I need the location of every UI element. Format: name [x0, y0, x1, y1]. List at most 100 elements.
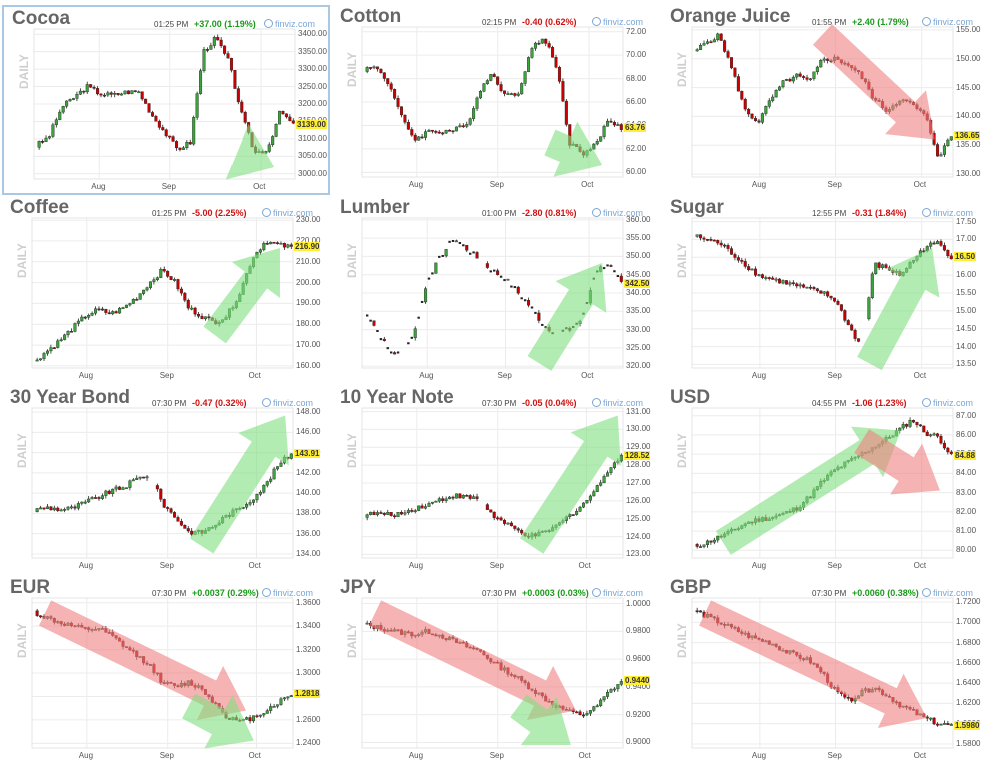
downtrend-arrow: [368, 600, 577, 721]
chart-change: -0.05 (0.04%): [522, 398, 577, 408]
finviz-link[interactable]: finviz.com: [922, 208, 973, 218]
candle: [145, 475, 149, 481]
candle: [410, 127, 414, 137]
candle: [121, 306, 125, 310]
finviz-link[interactable]: finviz.com: [592, 588, 643, 598]
candle: [365, 314, 369, 317]
candle: [282, 242, 286, 251]
candle: [750, 113, 754, 120]
y-tick-label: 160.00: [296, 360, 321, 370]
candle: [609, 118, 613, 123]
candle: [808, 284, 812, 290]
candle: [276, 241, 280, 245]
chart-panel-gbp[interactable]: 1.72001.70001.68001.66001.64001.62001.60…: [662, 576, 990, 766]
x-tick-label: Aug: [408, 180, 424, 189]
y-tick-label: 1.6600: [956, 657, 981, 667]
candle: [186, 525, 190, 533]
y-tick-label: 1.2600: [296, 714, 321, 724]
candle: [441, 254, 444, 257]
finviz-label: finviz.com: [933, 17, 974, 27]
candle: [39, 358, 43, 361]
candle: [434, 262, 438, 274]
y-tick-label: 16.00: [956, 270, 977, 280]
candle: [128, 479, 132, 491]
candle: [154, 114, 158, 122]
x-tick-label: Aug: [78, 371, 94, 380]
candle: [695, 48, 699, 52]
y-tick-label: 86.00: [956, 429, 977, 439]
y-tick-label: 1.3200: [296, 644, 321, 654]
finviz-link[interactable]: finviz.com: [262, 208, 313, 218]
candle: [168, 135, 172, 140]
downtrend-arrow: [854, 429, 940, 495]
candle: [736, 73, 740, 92]
candle: [702, 544, 706, 549]
candle: [489, 270, 492, 273]
candle: [462, 244, 465, 247]
candle: [262, 241, 266, 252]
candle: [410, 336, 413, 339]
chart-panel-jpy[interactable]: 1.0000 0.9800 0.9600 0.9400 0.9200 0.9000 Aug S…: [332, 576, 660, 766]
candle: [382, 72, 386, 82]
candle: [857, 338, 861, 343]
candle: [68, 98, 72, 102]
y-tick-label: 130.00: [956, 169, 981, 179]
candle: [571, 514, 575, 516]
candle: [39, 505, 43, 510]
finviz-link[interactable]: finviz.com: [922, 398, 973, 408]
chart-panel-30-year-bond[interactable]: 148.00146.00144.00142.00140.00138.00136.…: [2, 386, 330, 576]
candle: [602, 124, 606, 140]
chart-panel-eur[interactable]: 1.36001.34001.32001.30001.28001.26001.24…: [2, 576, 330, 766]
candle: [262, 712, 266, 718]
candle: [557, 65, 561, 84]
finviz-link[interactable]: finviz.com: [264, 19, 315, 29]
candle: [702, 40, 706, 46]
candle: [619, 273, 623, 284]
chart-panel-10-year-note[interactable]: 131.00 130.00 129.00 128.00 127.00 126.00 125.…: [332, 386, 660, 576]
candle: [454, 493, 458, 499]
candle: [145, 286, 149, 292]
chart-time: 01:00 PM: [482, 209, 517, 218]
x-tick-label: Sep: [161, 182, 176, 191]
candle: [592, 143, 596, 150]
candle: [795, 282, 799, 289]
finviz-link[interactable]: finviz.com: [592, 208, 643, 218]
candle: [190, 528, 194, 537]
candle: [369, 319, 372, 322]
candle: [186, 298, 190, 311]
candle: [288, 114, 292, 122]
chart-panel-orange-juice[interactable]: 155.00 150.00 145.00 140.00 135.00 130.00 Aug S…: [662, 5, 990, 195]
finviz-link[interactable]: finviz.com: [262, 588, 313, 598]
candle: [575, 508, 579, 516]
candle: [179, 286, 183, 296]
candle: [271, 135, 275, 147]
finviz-link[interactable]: finviz.com: [922, 588, 973, 598]
daily-timeframe-label: DAILY: [345, 243, 359, 278]
candle: [606, 470, 610, 477]
x-tick-label: Aug: [91, 182, 106, 191]
chart-panel-lumber[interactable]: 360.00 355.00 350.00 345.00 340.00 335.00 330.…: [332, 196, 660, 386]
finviz-link[interactable]: finviz.com: [592, 398, 643, 408]
candle: [441, 131, 445, 136]
candle: [448, 129, 452, 132]
candle: [760, 112, 764, 125]
candle: [212, 35, 216, 49]
y-tick-label: 1.6400: [956, 678, 981, 688]
chart-panel-cocoa[interactable]: 3400.003350.003300.003250.003200.003150.…: [2, 5, 330, 195]
y-tick-label: 130.00: [626, 424, 651, 434]
candle: [472, 494, 476, 499]
candle: [472, 251, 475, 254]
candle: [510, 285, 513, 288]
finviz-link[interactable]: finviz.com: [262, 398, 313, 408]
candle: [936, 722, 940, 727]
y-tick-label: 0.9000: [626, 737, 651, 747]
chart-panel-usd[interactable]: 87.0086.0085.0084.0083.0082.0081.0080.00…: [662, 386, 990, 576]
chart-panel-sugar[interactable]: 17.50 17.00 16.50 16.00 15.50 15.00 14.50 14.00…: [662, 196, 990, 386]
finviz-link[interactable]: finviz.com: [922, 17, 973, 27]
candle: [150, 110, 154, 118]
chart-panel-coffee[interactable]: 230.00 220.00 210.00 200.00 190.00 180.00 170.…: [2, 196, 330, 386]
candle: [946, 249, 950, 259]
chart-canvas: [31, 217, 294, 369]
chart-panel-cotton[interactable]: 72.0070.0068.0066.0064.0062.0060.00AugSe…: [332, 5, 660, 195]
finviz-link[interactable]: finviz.com: [592, 17, 643, 27]
